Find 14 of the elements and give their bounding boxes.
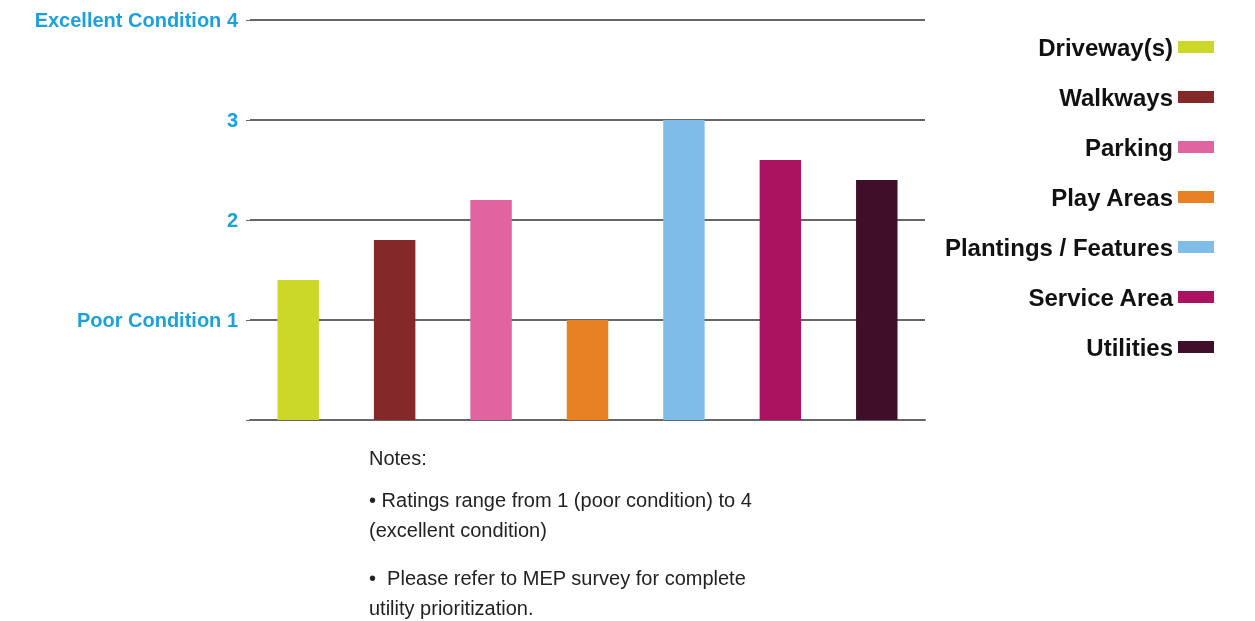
legend-label: Play Areas (1051, 183, 1173, 211)
legend-label: Parking (1084, 133, 1173, 161)
text: • Ratings range from 1 (poor condition) to 4 (excellent condition) (369, 489, 758, 541)
y-tick-label: 3 (226, 109, 238, 131)
legend-label: Walkways (1059, 83, 1173, 111)
text: Notes: (369, 447, 427, 469)
y-tick-label: 2 (226, 209, 238, 231)
legend-label: Plantings / Features (944, 233, 1173, 261)
y-tick-label: Poor Condition 1 (76, 309, 238, 331)
text: • Please refer to MEP survey for complete utility prioritization. (369, 567, 752, 619)
legend-label: Service Area (1028, 283, 1174, 311)
y-tick-label: Excellent Condition 4 (34, 9, 239, 31)
legend-label: Driveway(s) (1038, 33, 1173, 61)
legend-label: Utilities (1086, 333, 1173, 361)
